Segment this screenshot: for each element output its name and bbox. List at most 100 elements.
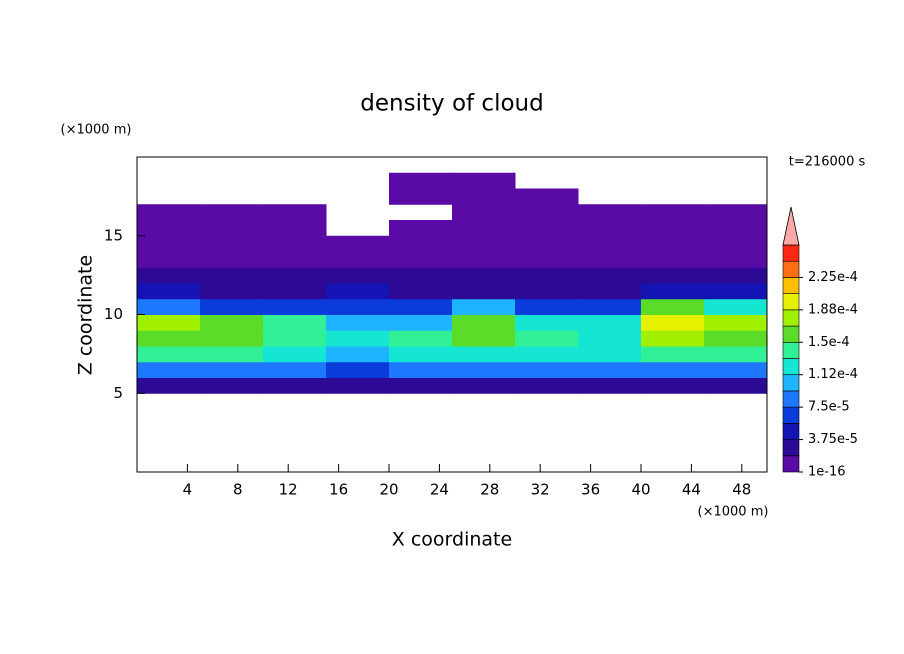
- y-tick-label: 10: [104, 305, 123, 323]
- contour-cell: [578, 283, 642, 300]
- contour-cell: [200, 330, 264, 347]
- contour-cell: [326, 330, 390, 347]
- contour-cell: [389, 361, 453, 378]
- x-tick-label: 20: [379, 481, 398, 499]
- contour-cell: [137, 220, 201, 237]
- contour-cell: [704, 204, 768, 221]
- chart-title: density of cloud: [360, 91, 543, 117]
- colorbar-extension: [782, 206, 800, 246]
- x-tick-label: 12: [279, 481, 298, 499]
- contour-cell: [137, 283, 201, 300]
- contour-cell: [578, 267, 642, 284]
- contour-cell: [578, 314, 642, 331]
- contour-cell: [515, 330, 579, 347]
- contour-cell: [452, 267, 516, 284]
- contour-cell: [263, 377, 327, 394]
- contour-cell: [452, 314, 516, 331]
- contour-cell: [389, 220, 453, 237]
- x-tick-label: 16: [329, 481, 348, 499]
- contour-cell: [326, 267, 390, 284]
- x-tick-label: 8: [233, 481, 243, 499]
- contour-cell: [452, 330, 516, 347]
- contour-cell: [641, 283, 705, 300]
- contour-cell: [137, 377, 201, 394]
- contour-cell: [452, 220, 516, 237]
- contour-cell: [263, 361, 327, 378]
- contour-cell: [200, 283, 264, 300]
- contour-cell: [452, 172, 516, 189]
- contour-cell: [137, 330, 201, 347]
- contour-cell: [263, 220, 327, 237]
- contour-cell: [515, 235, 579, 252]
- colorbar-band: [782, 293, 800, 311]
- contour-cell: [641, 220, 705, 237]
- contour-cell: [641, 361, 705, 378]
- contour-cell: [515, 377, 579, 394]
- contour-cell: [137, 267, 201, 284]
- colorbar-band: [782, 341, 800, 359]
- contour-cell: [578, 235, 642, 252]
- contour-cell: [452, 204, 516, 221]
- contour-cell: [263, 330, 327, 347]
- contour-cell: [326, 314, 390, 331]
- contour-cell: [704, 346, 768, 363]
- colorbar-tick-label: 1.88e-4: [808, 302, 858, 317]
- contour-cell: [389, 298, 453, 315]
- contour-cell: [641, 267, 705, 284]
- contour-cell: [641, 330, 705, 347]
- contour-cell: [263, 314, 327, 331]
- contour-cell: [137, 251, 201, 268]
- contour-cell: [578, 204, 642, 221]
- colorbar-band: [782, 325, 800, 343]
- contour-cell: [515, 204, 579, 221]
- contour-cell: [137, 204, 201, 221]
- colorbar-tick-label: 3.75e-5: [808, 432, 858, 447]
- contour-cell: [200, 346, 264, 363]
- contour-cell: [452, 361, 516, 378]
- contour-cell: [515, 220, 579, 237]
- colorbar-band: [782, 390, 800, 408]
- contour-cell: [137, 346, 201, 363]
- contour-cell: [515, 314, 579, 331]
- contour-cell: [515, 267, 579, 284]
- contour-cell: [200, 361, 264, 378]
- contour-cell: [389, 377, 453, 394]
- contour-cell: [389, 267, 453, 284]
- contour-cell: [326, 235, 390, 252]
- y-unit: (×1000 m): [61, 123, 132, 138]
- contour-cell: [578, 377, 642, 394]
- y-tick-label: 5: [113, 384, 123, 402]
- contour-cell: [641, 235, 705, 252]
- colorbar-band: [782, 277, 800, 294]
- contour-cell: [137, 235, 201, 252]
- colorbar-band: [782, 244, 800, 262]
- contour-cell: [452, 251, 516, 268]
- contour-cell: [452, 188, 516, 205]
- contour-cell: [704, 251, 768, 268]
- colorbar-band: [782, 374, 800, 392]
- contour-cell: [704, 267, 768, 284]
- contour-cell: [452, 346, 516, 363]
- contour-cell: [641, 251, 705, 268]
- colorbar-tick-label: 2.25e-4: [808, 270, 858, 285]
- y-tick-label: 15: [104, 226, 123, 244]
- contour-cell: [515, 283, 579, 300]
- contour-cell: [326, 346, 390, 363]
- contour-cell: [641, 204, 705, 221]
- colorbar-band: [782, 455, 800, 473]
- contour-cell: [452, 283, 516, 300]
- contour-cell: [200, 251, 264, 268]
- contour-cell: [515, 298, 579, 315]
- contour-cell: [263, 283, 327, 300]
- contour-cell: [578, 298, 642, 315]
- contour-cell: [704, 361, 768, 378]
- colorbar-tick-label: 1.12e-4: [808, 367, 858, 382]
- contour-cell: [641, 377, 705, 394]
- contour-cell: [389, 235, 453, 252]
- colorbar-tick-label: 1.5e-4: [808, 335, 850, 350]
- contour-cell: [200, 298, 264, 315]
- colorbar-band: [782, 358, 800, 376]
- contour-cell: [200, 377, 264, 394]
- contour-cell: [578, 220, 642, 237]
